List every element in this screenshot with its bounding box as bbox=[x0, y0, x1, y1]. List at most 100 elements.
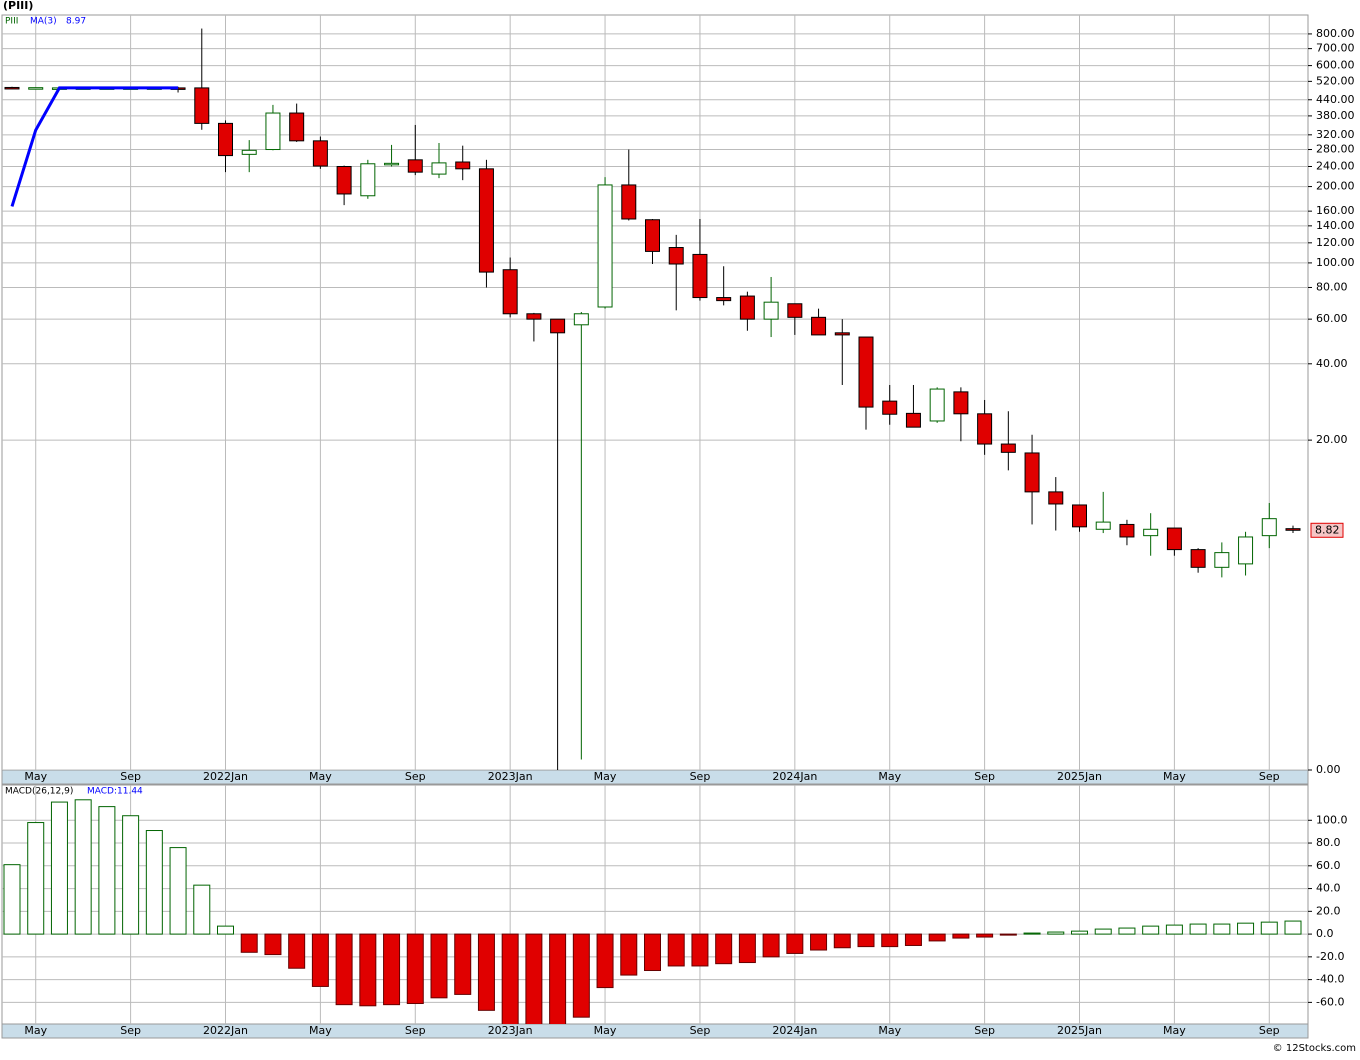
candle-body bbox=[882, 400, 898, 415]
macd-bar bbox=[454, 933, 472, 995]
x-tick-label: Sep bbox=[120, 1024, 141, 1037]
y-tick-label: 800.00 bbox=[1316, 27, 1355, 40]
x-tick-label: May bbox=[1163, 770, 1186, 783]
macd-bar bbox=[1237, 922, 1255, 935]
x-tick-label: 2023Jan bbox=[488, 770, 533, 783]
macd-bar bbox=[1284, 920, 1302, 935]
x-tick-label: May bbox=[878, 770, 901, 783]
y-tick-label: 160.00 bbox=[1316, 204, 1355, 217]
candle-body bbox=[692, 253, 708, 299]
candle-body bbox=[739, 295, 755, 320]
x-tick-label: Sep bbox=[690, 770, 711, 783]
macd-bar bbox=[335, 933, 353, 1006]
macd-bar bbox=[1142, 925, 1160, 935]
macd-bar bbox=[596, 933, 614, 989]
legend-ma-name: MA(3) bbox=[30, 17, 57, 27]
macd-bar bbox=[169, 847, 187, 935]
macd-bar bbox=[572, 933, 590, 1018]
macd-bar bbox=[477, 933, 495, 1011]
x-tick-label: Sep bbox=[120, 770, 141, 783]
macd-bar bbox=[928, 933, 946, 942]
x-tick-label: Sep bbox=[974, 770, 995, 783]
macd-bar bbox=[762, 933, 780, 958]
y-tick-label: 600.00 bbox=[1316, 59, 1355, 72]
y-tick-label: -60.0 bbox=[1316, 995, 1344, 1008]
macd-bar bbox=[644, 933, 661, 972]
x-tick-label: Sep bbox=[974, 1024, 995, 1037]
macd-bar bbox=[525, 933, 543, 1024]
candle-body bbox=[1095, 521, 1111, 530]
x-tick-label: 2025Jan bbox=[1057, 770, 1102, 783]
macd-bar bbox=[311, 933, 329, 987]
candle-body bbox=[905, 412, 921, 428]
legend-symbol: PIII bbox=[5, 17, 18, 27]
y-tick-label: 20.00 bbox=[1316, 433, 1348, 446]
x-tick-label: 2024Jan bbox=[772, 770, 817, 783]
y-tick-label: 80.0 bbox=[1316, 836, 1341, 849]
macd-bar bbox=[27, 822, 45, 935]
candle-body bbox=[1238, 536, 1254, 565]
macd-bar bbox=[193, 884, 211, 935]
candle-body bbox=[834, 332, 850, 336]
y-tick-label: 320.00 bbox=[1316, 128, 1355, 141]
candle-body bbox=[1119, 523, 1135, 538]
macd-bar bbox=[881, 933, 899, 948]
macd-bar bbox=[98, 806, 116, 935]
macd-bar bbox=[620, 933, 638, 976]
x-tick-label: Sep bbox=[690, 1024, 711, 1037]
x-tick-label: 2022Jan bbox=[203, 770, 248, 783]
y-tick-label: 20.0 bbox=[1316, 904, 1341, 917]
macd-bar bbox=[1260, 921, 1278, 935]
y-tick-label: 100.00 bbox=[1316, 256, 1355, 269]
candle-body bbox=[526, 313, 542, 320]
macd-plot bbox=[2, 785, 1308, 1024]
x-tick-label: Sep bbox=[405, 770, 426, 783]
x-tick-label: 2024Jan bbox=[772, 1024, 817, 1037]
y-tick-label: 280.00 bbox=[1316, 143, 1355, 156]
legend-label: MACD(26,12,9) bbox=[5, 787, 73, 797]
candle-body bbox=[289, 112, 305, 142]
macd-bar bbox=[786, 933, 804, 954]
x-tick-label: May bbox=[309, 770, 332, 783]
last-price-box bbox=[1310, 522, 1344, 538]
x-tick-label: Sep bbox=[1259, 1024, 1280, 1037]
x-axis-band bbox=[1, 769, 1309, 785]
x-tick-label: Sep bbox=[405, 1024, 426, 1037]
x-tick-label: May bbox=[24, 1024, 47, 1037]
x-axis-band bbox=[1, 1023, 1309, 1039]
candle-body bbox=[194, 87, 210, 124]
macd-bar bbox=[1071, 930, 1088, 935]
macd-bar bbox=[50, 801, 68, 935]
macd-bar bbox=[976, 933, 994, 938]
candle-body bbox=[1214, 552, 1230, 568]
y-tick-label: 200.00 bbox=[1316, 180, 1355, 193]
y-tick-label: 0.0 bbox=[1316, 927, 1334, 940]
candle-body bbox=[858, 336, 874, 408]
y-tick-label: 40.0 bbox=[1316, 882, 1341, 895]
y-tick-label: 700.00 bbox=[1316, 42, 1355, 55]
candle-body bbox=[929, 388, 945, 422]
macd-bar bbox=[691, 933, 709, 967]
candle-body bbox=[597, 184, 613, 308]
y-tick-label: -40.0 bbox=[1316, 973, 1344, 986]
candle-body bbox=[763, 301, 779, 320]
chart-title: (PIII) bbox=[3, 0, 33, 12]
x-tick-label: May bbox=[878, 1024, 901, 1037]
candle-body bbox=[431, 162, 447, 175]
macd-bar bbox=[217, 925, 234, 935]
macd-bar bbox=[810, 933, 828, 951]
candle-body bbox=[1190, 549, 1206, 568]
macd-bar bbox=[904, 933, 922, 946]
macd-bar bbox=[1023, 932, 1041, 935]
y-tick-label: 40.00 bbox=[1316, 357, 1348, 370]
macd-bar bbox=[1189, 923, 1207, 935]
candle-body bbox=[455, 161, 471, 170]
macd-bar bbox=[288, 933, 306, 969]
candle-body bbox=[621, 184, 637, 220]
y-tick-label: 440.00 bbox=[1316, 93, 1355, 106]
legend-value: MACD:11.44 bbox=[87, 787, 143, 797]
macd-bar bbox=[667, 933, 685, 967]
plot: May May Sep Sep 2022Jan 2022Jan May May Sep Sep 20… bbox=[2, 15, 1355, 1037]
candle-body bbox=[502, 269, 518, 315]
